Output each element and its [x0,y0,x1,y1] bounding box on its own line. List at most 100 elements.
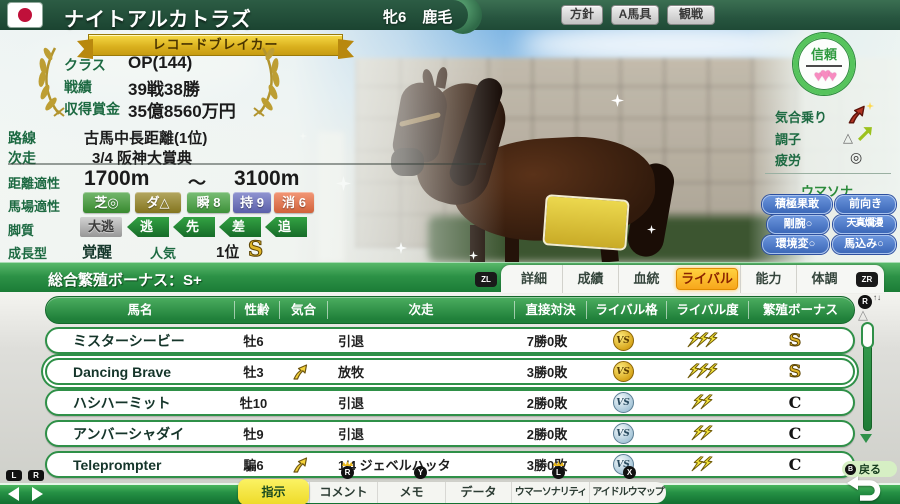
bottom-tab-memo[interactable]: メモ [377,482,445,503]
tab-results[interactable]: 成績 [562,265,618,293]
coat-color: 鹿毛 [422,9,453,26]
bottom-tab-umasonality[interactable]: ウマーソナリティ [511,482,589,503]
rival-row-4[interactable]: アンバーシャダイ 牡9 引退 2勝0敗 VS C [45,420,855,447]
rival-row-3[interactable]: ハシハーミット 牡10 引退 2勝0敗 VS C [45,389,855,416]
scroll-down-icon[interactable] [860,434,872,443]
detail-tab-strip: ZL 詳細 成績 血統 ライバル 能力 体調 ZR [475,265,884,293]
bottom-tab-instructions[interactable]: 指示 [238,479,309,504]
head-to-head-record: 3勝0敗 [526,458,568,473]
umasona-badge: 天真爛漫 [833,215,896,234]
umasona-badge: 環境変○ [762,235,829,254]
col-horse-name: 馬名 [127,303,153,317]
tab-ability[interactable]: 能力 [740,265,796,293]
policy-button[interactable]: 方針 [561,5,603,25]
l-face-button[interactable]: L [552,466,565,479]
rival-row-2[interactable]: Dancing Brave 牡3 放牧 3勝0敗 VS S [45,358,855,385]
fatigue-label: 疲労 [775,153,802,168]
class-value: OP(144) [128,53,193,72]
condition-triangle: △ [843,130,853,145]
r-face-button[interactable]: R [341,466,354,479]
r-button[interactable]: R [28,470,44,481]
spectate-button[interactable]: 観戦 [667,5,715,25]
running-style-label: 脚質 [8,223,35,238]
next-race-label: 次走 [8,150,36,166]
spirit-dash-icon [848,105,865,124]
tab-container: 詳細 成績 血統 ライバル 能力 体調 ZR [501,265,884,293]
back-control[interactable]: B 戻る [842,461,897,477]
route-value: 古馬中長距離(1位) [84,130,208,147]
panel-divider [765,173,891,174]
spirit-arrow-icon [292,457,307,473]
style-flag-deep-closer: 追 [265,217,307,237]
trust-circle: 信頼 ♥♥♥ [793,33,855,95]
vs-medal-icon: VS [612,330,634,351]
zr-button[interactable]: ZR [856,271,878,287]
rival-row-1[interactable]: ミスターシービー 牡6 引退 7勝0敗 VS S [45,327,855,354]
bottom-tab-idol-umap[interactable]: アイドルウマップ [589,482,666,503]
page-left-arrow-icon[interactable] [8,487,19,501]
fatigue-value: ◎ [850,149,863,165]
profile-panel: レコードブレイカー クラス OP(144) 戦績 [0,30,900,262]
rival-name: アンバーシャダイ [73,425,185,442]
col-head-to-head: 直接対決 [514,301,586,319]
sex-age-coat: 牝6 鹿毛 [383,6,468,27]
surface-aptitude-label: 馬場適性 [8,199,61,214]
zl-button[interactable]: ZL [475,272,497,287]
return-arrow-icon[interactable] [845,476,883,503]
l-button[interactable]: L [6,470,22,481]
sparkle-icon [866,102,874,110]
popularity-rank: 1位 [216,244,240,261]
head-to-head-record: 3勝0敗 [526,365,568,380]
rival-next-race: 引退 [338,427,365,442]
horse-nameplate [0,0,468,30]
condition-label: 調子 [775,132,802,147]
scroll-up-icon[interactable]: △ [858,307,868,322]
distance-aptitude-label: 距離適性 [8,176,61,191]
rival-row-5[interactable]: Teleprompter 騙6 1/4 ジェベルハッタ 3勝0敗 VS C [45,451,855,478]
umasona-badge: 前向き [835,195,896,214]
growth-type-value: 覚醒 [82,244,113,261]
breeding-bonus-grade: C [788,423,802,443]
record-value: 39戦38勝 [128,80,200,99]
trust-divider [806,65,842,67]
col-next-race: 次走 [327,301,514,319]
y-face-button[interactable]: Y [414,466,427,479]
laurel-left-icon [38,47,65,117]
style-flag-closer: 差 [219,217,261,237]
right-stick-button[interactable]: R [858,295,872,309]
record-label: 戦績 [64,79,92,95]
col-spirit: 気合 [279,301,327,319]
turf-aptitude-badge: 芝◎ [83,192,130,213]
stick-scroll-arrows: ↑↓ [873,293,881,302]
bottom-tab-container: 指示 コメント メモ データ ウマーソナリティ アイドルウマップ [238,479,666,504]
trust-label: 信頼 [810,47,837,62]
breeding-bonus-grade: C [788,454,802,474]
bottom-tab-data[interactable]: データ [445,482,511,503]
x-face-button[interactable]: X [623,466,636,479]
tab-details[interactable]: 詳細 [520,271,547,286]
crown-icon [342,461,353,466]
rival-sex-age: 牡6 [243,334,264,349]
tab-rival[interactable]: ライバル [676,268,738,290]
breeding-bonus-grade: C [788,392,802,412]
class-label: クラス [64,57,106,73]
distance-max: 3100m [234,167,300,190]
status-panel: 信頼 ♥♥♥ 気合乗り 調子 △ 疲労 ◎ ウマソナ 積極果敢 前向き 剛腕○ … [0,30,900,262]
rivalry-bolts-icon [663,331,745,349]
table-header: 馬名 性齢 気合 次走 直接対決 ライバル格 ライバル度 繁殖ボーナス [45,296,855,324]
b-button[interactable]: B [845,463,856,475]
popularity-label: 人気 [150,246,177,261]
page-right-arrow-icon[interactable] [32,487,43,501]
horse-photo: レコードブレイカー クラス OP(144) 戦績 [0,30,900,262]
rival-name: ハシハーミット [73,394,171,411]
umasona-badge: 剛腕○ [767,215,829,234]
tab-pedigree[interactable]: 血統 [618,265,674,293]
earnings-label: 収得賞金 [64,101,120,117]
rival-name: Teleprompter [73,456,162,473]
equipment-button[interactable]: A馬具 [611,5,659,25]
head-to-head-record: 2勝0敗 [526,427,568,442]
bottom-tab-comment[interactable]: コメント [309,482,377,503]
scrollbar-thumb[interactable] [861,322,874,349]
tab-condition[interactable]: 体調 [796,265,852,293]
